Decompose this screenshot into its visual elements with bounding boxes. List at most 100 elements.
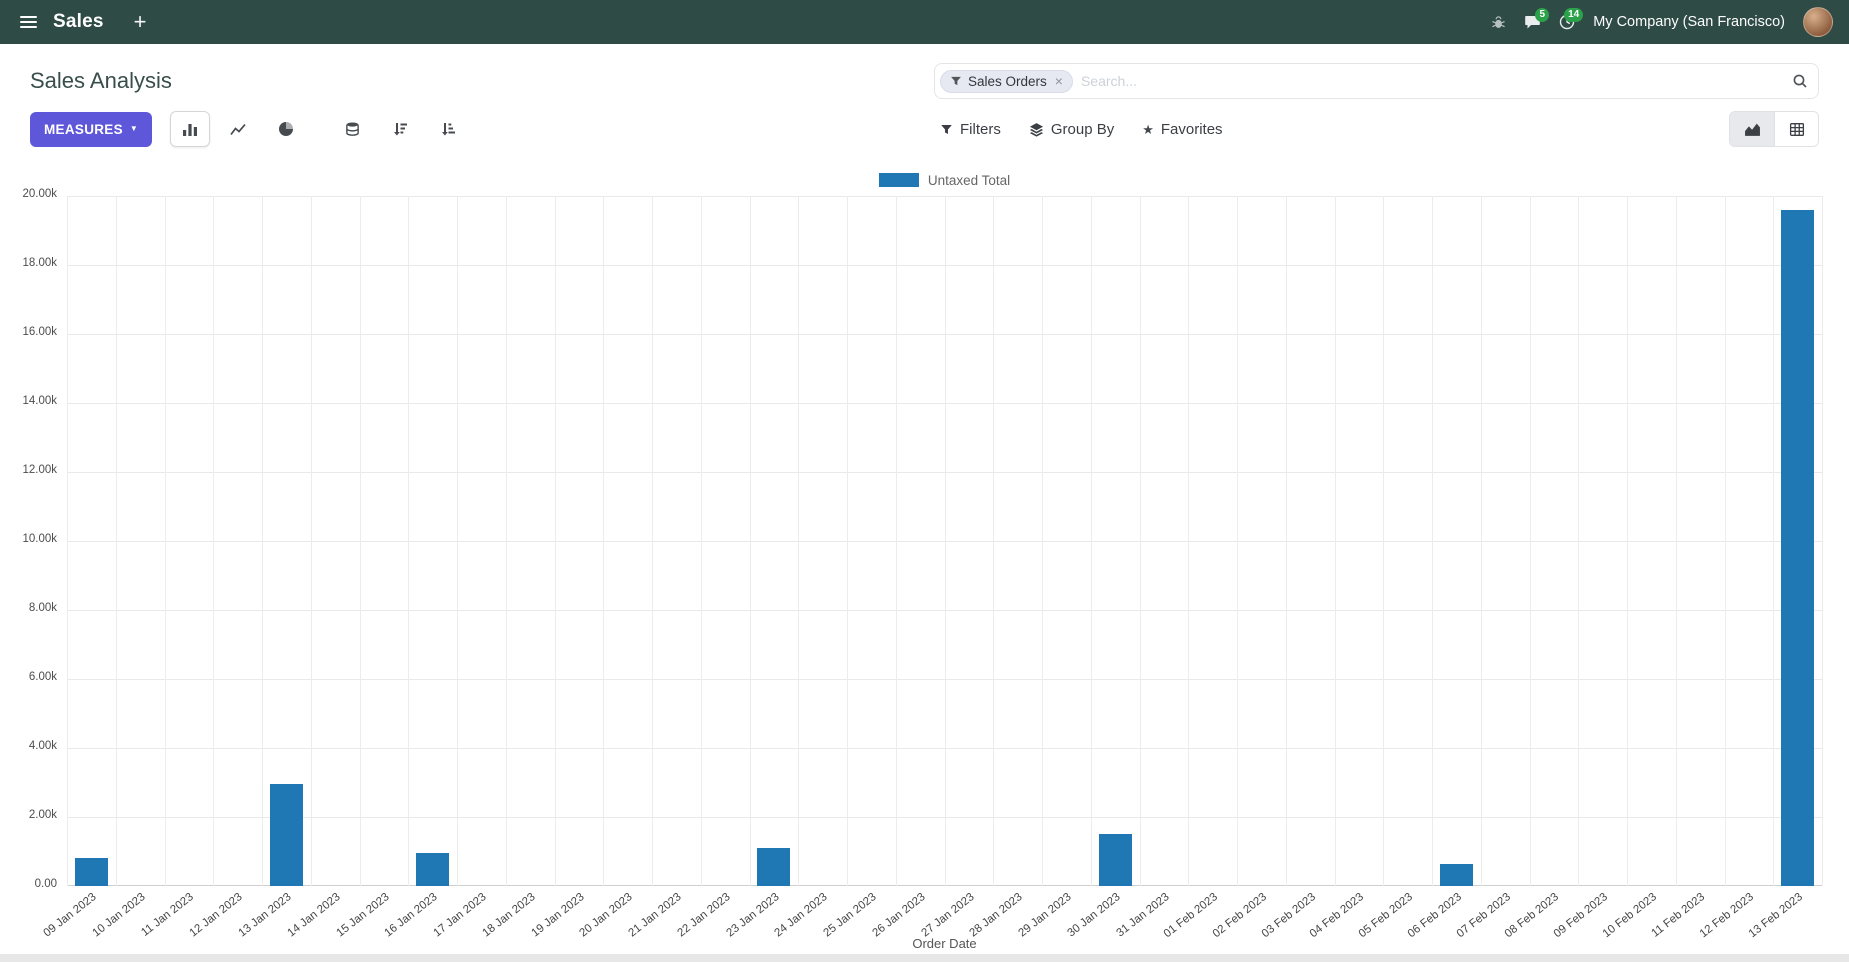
graph-view: Untaxed Total 0.00 2.00k 4.00k 6.00k 8.00k 10…: [0, 162, 1849, 954]
layers-icon: [1029, 122, 1043, 137]
y-axis-label: 6.00k: [28, 671, 57, 683]
favorites-button[interactable]: ★ Favorites: [1142, 121, 1222, 138]
bar-chart[interactable]: 0.00 2.00k 4.00k 6.00k 8.00k 10.00k 12.00k 14.0…: [0, 188, 1849, 940]
grid-line-vertical: [1042, 196, 1043, 886]
grid-line-vertical: [1773, 196, 1775, 886]
grid-line-vertical: [554, 196, 556, 886]
measures-button[interactable]: MEASURES ▼: [30, 111, 153, 147]
grid-line-vertical: [1090, 196, 1092, 886]
sort-ascending-button[interactable]: [428, 111, 468, 147]
page-title: Sales Analysis: [30, 68, 172, 93]
grid-line-vertical: [798, 196, 800, 886]
grid-line-vertical: [1237, 196, 1238, 886]
messages-badge: 5: [1535, 8, 1550, 22]
grid-line-vertical: [1675, 196, 1677, 886]
sort-descending-button[interactable]: [380, 111, 420, 147]
grid-line-vertical: [1529, 196, 1531, 886]
favorites-label: Favorites: [1160, 120, 1223, 138]
y-axis-label: 2.00k: [28, 809, 57, 821]
chart-bar[interactable]: [74, 858, 108, 886]
grid-line-vertical: [1139, 196, 1141, 886]
chart-bar[interactable]: [1098, 834, 1132, 886]
chart-bar[interactable]: [1439, 863, 1473, 886]
y-axis-label: 16.00k: [22, 326, 57, 338]
grid-line-vertical: [847, 196, 848, 886]
bottom-edge: [0, 954, 1849, 962]
grid-line-vertical: [993, 196, 995, 886]
star-icon: ★: [1142, 121, 1154, 137]
messages-menu[interactable]: 5: [1524, 8, 1550, 30]
search-facet[interactable]: Sales Orders ×: [940, 69, 1073, 93]
control-panel: Sales Analysis Sales Orders × MEASURES ▼: [0, 44, 1849, 162]
grid-line-vertical: [1334, 196, 1336, 886]
chart-bar[interactable]: [269, 784, 303, 886]
line-chart-button[interactable]: [218, 111, 258, 147]
stacked-toggle-button[interactable]: [332, 111, 372, 147]
grid-line-vertical: [359, 196, 361, 886]
chart-bar[interactable]: [757, 848, 791, 886]
grid-line-vertical: [944, 196, 946, 886]
search-icon[interactable]: [1792, 73, 1808, 89]
grid-line-vertical: [749, 196, 751, 886]
y-axis-label: 4.00k: [28, 740, 57, 752]
y-axis-label: 20.00k: [22, 188, 57, 200]
activities-badge: 14: [1564, 8, 1584, 22]
grid-line-vertical: [164, 196, 166, 886]
grid-line-vertical: [1383, 196, 1385, 886]
bar-chart-button[interactable]: [170, 111, 211, 147]
grid-line-vertical: [603, 196, 605, 886]
legend-swatch: [878, 173, 919, 187]
pivot-view-button[interactable]: [1774, 112, 1818, 146]
chart-bar[interactable]: [1781, 209, 1815, 886]
search-options: Filters Group By ★ Favorites: [940, 121, 1223, 138]
topbar-right: 5 14 My Company (San Francisco): [1491, 7, 1833, 37]
group-by-label: Group By: [1050, 120, 1115, 138]
debug-bug-icon[interactable]: [1491, 15, 1506, 30]
bar-chart-icon: [183, 124, 198, 136]
grid-line-vertical: [1724, 196, 1726, 886]
graph-view-button[interactable]: [1730, 112, 1774, 146]
graph-view-icon: [1744, 123, 1760, 136]
y-axis-label: 14.00k: [22, 395, 57, 407]
grid-line-vertical: [310, 196, 312, 886]
y-axis-label: 18.00k: [22, 257, 57, 269]
search-bar[interactable]: Sales Orders ×: [934, 63, 1819, 99]
pivot-view-icon: [1789, 122, 1804, 136]
chart-legend[interactable]: Untaxed Total: [40, 170, 1849, 190]
avatar[interactable]: [1803, 7, 1833, 37]
search-facet-label: Sales Orders: [968, 73, 1047, 89]
grid-line-vertical: [1188, 196, 1190, 886]
grid-line-vertical: [1627, 196, 1628, 886]
app-name[interactable]: Sales: [53, 11, 104, 32]
facet-remove-icon[interactable]: ×: [1054, 73, 1063, 89]
y-axis-label: 8.00k: [28, 602, 57, 614]
filter-icon: [941, 124, 952, 134]
search-input[interactable]: [1072, 73, 1792, 89]
group-by-button[interactable]: Group By: [1029, 121, 1114, 138]
grid-line-vertical: [262, 196, 263, 886]
user-menu[interactable]: My Company (San Francisco): [1593, 14, 1785, 30]
grid-line-vertical: [652, 196, 653, 886]
topbar-left: Sales +: [16, 11, 147, 33]
view-switcher: [1729, 111, 1819, 147]
y-axis-label: 12.00k: [22, 464, 57, 476]
line-chart-icon: [230, 123, 246, 136]
y-axis-label: 10.00k: [22, 533, 57, 545]
apps-menu-icon[interactable]: [16, 12, 41, 32]
activities-menu[interactable]: 14: [1559, 8, 1584, 30]
sort-descending-icon: [394, 123, 408, 136]
measures-label: MEASURES: [44, 121, 123, 137]
x-axis-title: Order Date: [912, 936, 977, 951]
sort-ascending-icon: [442, 123, 456, 136]
chart-type-group: [170, 111, 468, 147]
grid-line-vertical: [67, 196, 68, 886]
filters-button[interactable]: Filters: [940, 121, 1001, 138]
plus-icon[interactable]: +: [133, 9, 147, 34]
y-axis-label: 0.00: [34, 878, 57, 890]
pie-chart-button[interactable]: [266, 111, 306, 147]
grid-line-vertical: [1432, 196, 1433, 886]
filter-icon: [950, 75, 962, 87]
grid-line-vertical: [213, 196, 215, 886]
chart-bar[interactable]: [416, 853, 450, 886]
grid-line-vertical: [895, 196, 897, 886]
